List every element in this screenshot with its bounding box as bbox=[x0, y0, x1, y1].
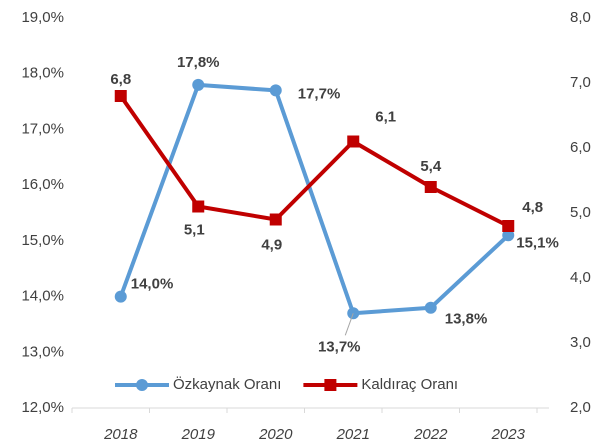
y-tick-label: 18,0% bbox=[21, 65, 64, 82]
data-label: 14,0% bbox=[131, 276, 174, 293]
marker bbox=[192, 200, 205, 213]
marker bbox=[502, 220, 515, 232]
series-line bbox=[119, 94, 510, 228]
y2-tick-label: 2,0 bbox=[570, 399, 591, 416]
x-tick-label: 2020 bbox=[258, 426, 293, 443]
y-tick-label: 12,0% bbox=[21, 399, 64, 416]
legend: Özkaynak Oranı Kaldıraç Oranı bbox=[115, 375, 458, 393]
marker bbox=[502, 229, 515, 242]
x-tick-label: 2022 bbox=[413, 426, 448, 443]
legend-marker bbox=[136, 379, 148, 391]
x-tick-label: 2021 bbox=[336, 426, 370, 443]
y2-tick-label: 4,0 bbox=[570, 269, 591, 286]
marker bbox=[114, 290, 127, 303]
y2-tick-label: 3,0 bbox=[570, 334, 591, 351]
y2-tick-label: 8,0 bbox=[570, 9, 591, 26]
y2-tick-label: 5,0 bbox=[570, 204, 591, 221]
data-label: 6,8 bbox=[110, 71, 131, 88]
y-tick-label: 19,0% bbox=[21, 9, 64, 26]
y-tick-label: 15,0% bbox=[21, 232, 64, 249]
marker bbox=[114, 90, 127, 102]
y2-tick-label: 6,0 bbox=[570, 139, 591, 156]
y-tick-label: 14,0% bbox=[21, 288, 64, 305]
x-tick-label: 2023 bbox=[491, 426, 526, 443]
data-label: 13,7% bbox=[318, 338, 361, 355]
series-line bbox=[118, 82, 510, 316]
data-label: 17,7% bbox=[298, 85, 341, 102]
marker bbox=[269, 213, 282, 226]
y2-tick-label: 7,0 bbox=[570, 74, 591, 91]
data-label: 6,1 bbox=[375, 108, 396, 125]
y-tick-label: 16,0% bbox=[21, 176, 64, 193]
marker bbox=[192, 78, 205, 91]
data-label: 5,1 bbox=[184, 221, 205, 238]
marker bbox=[347, 135, 360, 148]
x-tick-label: 2019 bbox=[181, 426, 216, 443]
leader-line bbox=[344, 313, 354, 336]
marker bbox=[269, 84, 282, 97]
x-tick-label: 2018 bbox=[103, 426, 138, 443]
y-tick-label: 13,0% bbox=[21, 343, 64, 360]
data-label: 5,4 bbox=[420, 158, 442, 175]
data-label: 15,1% bbox=[516, 234, 559, 251]
data-label: 4,9 bbox=[261, 236, 282, 253]
data-label: 4,8 bbox=[522, 199, 543, 216]
legend-marker bbox=[324, 379, 337, 391]
data-label: 17,8% bbox=[177, 54, 220, 71]
marker bbox=[424, 181, 437, 193]
data-label: 13,8% bbox=[445, 311, 488, 328]
legend-label: Özkaynak Oranı bbox=[173, 375, 281, 393]
legend-label: Kaldıraç Oranı bbox=[361, 376, 458, 393]
y-tick-label: 17,0% bbox=[21, 120, 64, 137]
marker bbox=[424, 301, 437, 314]
